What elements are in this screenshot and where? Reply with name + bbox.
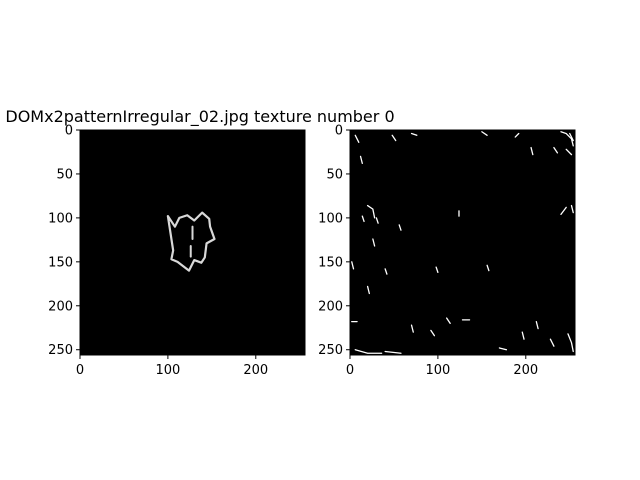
edge-mark xyxy=(430,329,436,337)
edge-mark xyxy=(398,224,402,231)
y-tick-label: 150 xyxy=(318,255,343,270)
left-image-panel: 0 100 200 0 50 100 150 200 250 xyxy=(48,124,306,378)
x-tick-label: 0 xyxy=(76,363,84,378)
edge-mark xyxy=(530,146,534,156)
y-tick-label: 100 xyxy=(48,211,73,226)
edge-mark xyxy=(384,268,388,275)
y-tick-label: 250 xyxy=(318,343,343,358)
edge-mark xyxy=(410,132,418,136)
x-tick-label: 100 xyxy=(425,363,450,378)
edge-mark xyxy=(569,132,574,142)
edge-mark xyxy=(366,204,376,219)
edge-mark xyxy=(384,350,402,354)
edge-mark xyxy=(514,132,520,138)
edge-mark xyxy=(375,217,379,224)
edge-mark xyxy=(372,238,376,247)
y-tick-label: 200 xyxy=(318,299,343,314)
y-tick-label: 200 xyxy=(48,299,73,314)
edge-mark xyxy=(435,266,439,274)
edge-mark xyxy=(354,134,360,143)
left-x-axis: 0 100 200 xyxy=(76,355,268,378)
edge-mark xyxy=(481,131,488,136)
right-axes-frame xyxy=(349,129,576,356)
edge-mark xyxy=(359,155,363,165)
y-tick-label: 250 xyxy=(48,343,73,358)
left-axes-frame xyxy=(79,129,306,356)
x-tick-label: 200 xyxy=(513,363,538,378)
edge-mark xyxy=(354,349,383,354)
edge-mark xyxy=(535,320,539,330)
x-tick-label: 0 xyxy=(346,363,354,378)
edge-mark xyxy=(560,131,574,147)
left-y-axis: 0 50 100 150 200 250 xyxy=(48,124,80,358)
y-tick-label: 100 xyxy=(318,211,343,226)
shape-outline xyxy=(166,211,216,272)
left-edge-shape xyxy=(166,211,216,272)
edge-mark xyxy=(553,146,559,154)
edge-mark xyxy=(351,261,355,270)
right-y-axis: 0 50 100 150 200 250 xyxy=(318,124,350,358)
edge-mark xyxy=(567,333,574,353)
left-image xyxy=(80,130,305,355)
right-x-axis: 0 100 200 xyxy=(346,355,538,378)
right-edge-marks xyxy=(351,131,574,354)
y-tick-label: 150 xyxy=(48,255,73,270)
edge-mark xyxy=(410,324,414,333)
edge-mark xyxy=(565,148,573,156)
edge-mark xyxy=(391,134,397,142)
right-image xyxy=(350,130,575,355)
figure-title: DOMx2patternIrregular_02.jpg texture num… xyxy=(5,107,394,127)
edge-mark xyxy=(521,331,525,340)
edge-mark xyxy=(366,285,370,295)
edge-mark xyxy=(570,204,574,214)
edge-mark xyxy=(549,338,555,347)
x-tick-label: 100 xyxy=(155,363,180,378)
edge-mark xyxy=(361,215,365,223)
y-tick-label: 0 xyxy=(65,124,73,139)
y-tick-label: 0 xyxy=(335,124,343,139)
edge-mark xyxy=(560,206,567,216)
edge-mark xyxy=(498,347,508,351)
edge-mark xyxy=(446,317,451,325)
y-tick-label: 50 xyxy=(56,167,73,182)
edge-mark xyxy=(486,264,490,272)
y-tick-label: 50 xyxy=(326,167,343,182)
right-image-panel: 0 100 200 0 50 100 150 200 250 xyxy=(318,124,576,378)
x-tick-label: 200 xyxy=(243,363,268,378)
